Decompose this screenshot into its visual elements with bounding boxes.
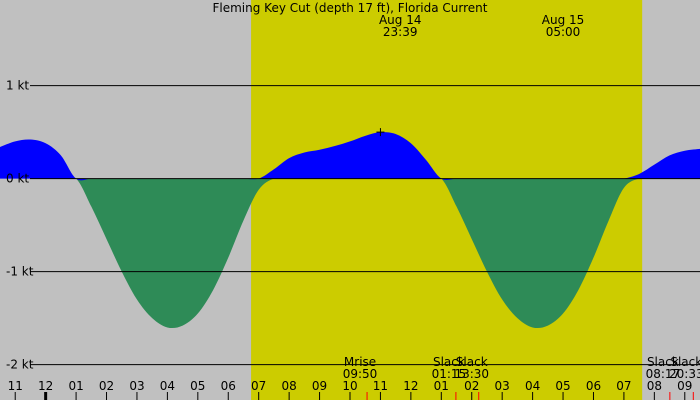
- event-time: 05:00: [546, 25, 581, 39]
- event-time: 23:39: [383, 25, 418, 39]
- x-tick-label: 02: [464, 379, 479, 393]
- event-time: 08:17: [646, 367, 681, 381]
- x-tick-label: 10: [342, 379, 357, 393]
- x-tick-label: 07: [251, 379, 266, 393]
- event-label: Mrise: [344, 355, 376, 369]
- bottom-event-labels: Slack01:15Slack08:17Mrise09:50Slack13:30…: [343, 355, 700, 400]
- y-tick-label: 1 kt: [6, 79, 29, 93]
- x-tick-label: 06: [221, 379, 236, 393]
- event-date: Aug 14: [379, 13, 422, 27]
- x-tick-label: 09: [312, 379, 327, 393]
- event-time: 09:50: [343, 367, 378, 381]
- event-label: Slack: [647, 355, 679, 369]
- x-tick-label: 06: [586, 379, 601, 393]
- x-tick-label: 08: [647, 379, 662, 393]
- x-tick-label: 11: [8, 379, 23, 393]
- max-flood-marker: [376, 128, 385, 137]
- event-time: 13:30: [454, 367, 489, 381]
- x-tick-label: 11: [373, 379, 388, 393]
- flood-area: [0, 132, 700, 181]
- x-tick-label: 04: [525, 379, 540, 393]
- event-label: Slack: [433, 355, 465, 369]
- x-tick-label: 03: [129, 379, 144, 393]
- y-tick-label: -1 kt: [6, 265, 34, 279]
- x-tick-label: 05: [190, 379, 205, 393]
- event-time: 20:33: [669, 367, 700, 381]
- event-time: 01:15: [432, 367, 467, 381]
- current-areas: [0, 132, 700, 329]
- event-label: Slack: [456, 355, 488, 369]
- x-tick-label: 04: [160, 379, 175, 393]
- x-tick-label: 03: [495, 379, 510, 393]
- x-tick-label: 07: [616, 379, 631, 393]
- x-tick-label: 01: [68, 379, 83, 393]
- x-tick-label: 12: [38, 379, 53, 393]
- x-tick-label: 09: [677, 379, 692, 393]
- event-label: Slack: [670, 355, 700, 369]
- x-tick-label: 05: [555, 379, 570, 393]
- x-tick-label: 12: [403, 379, 418, 393]
- chart-title: Fleming Key Cut (depth 17 ft), Florida C…: [213, 1, 488, 15]
- y-tick-label: -2 kt: [6, 358, 34, 372]
- x-tick-label: 08: [281, 379, 296, 393]
- x-axis-hour-ticks: 11 12 01 02 03 04 05 06 07 08 09 10 11 12 01 02 03 04 05 06…: [8, 379, 692, 400]
- x-tick-label: 01: [434, 379, 449, 393]
- gridlines: [30, 85, 700, 366]
- x-tick-label: 02: [99, 379, 114, 393]
- ebb-area: [0, 176, 700, 329]
- y-tick-label: 0 kt: [6, 172, 29, 186]
- event-date: Aug 15: [542, 13, 585, 27]
- y-axis-labels: 1 kt 0 kt -1 kt -2 kt: [6, 79, 34, 372]
